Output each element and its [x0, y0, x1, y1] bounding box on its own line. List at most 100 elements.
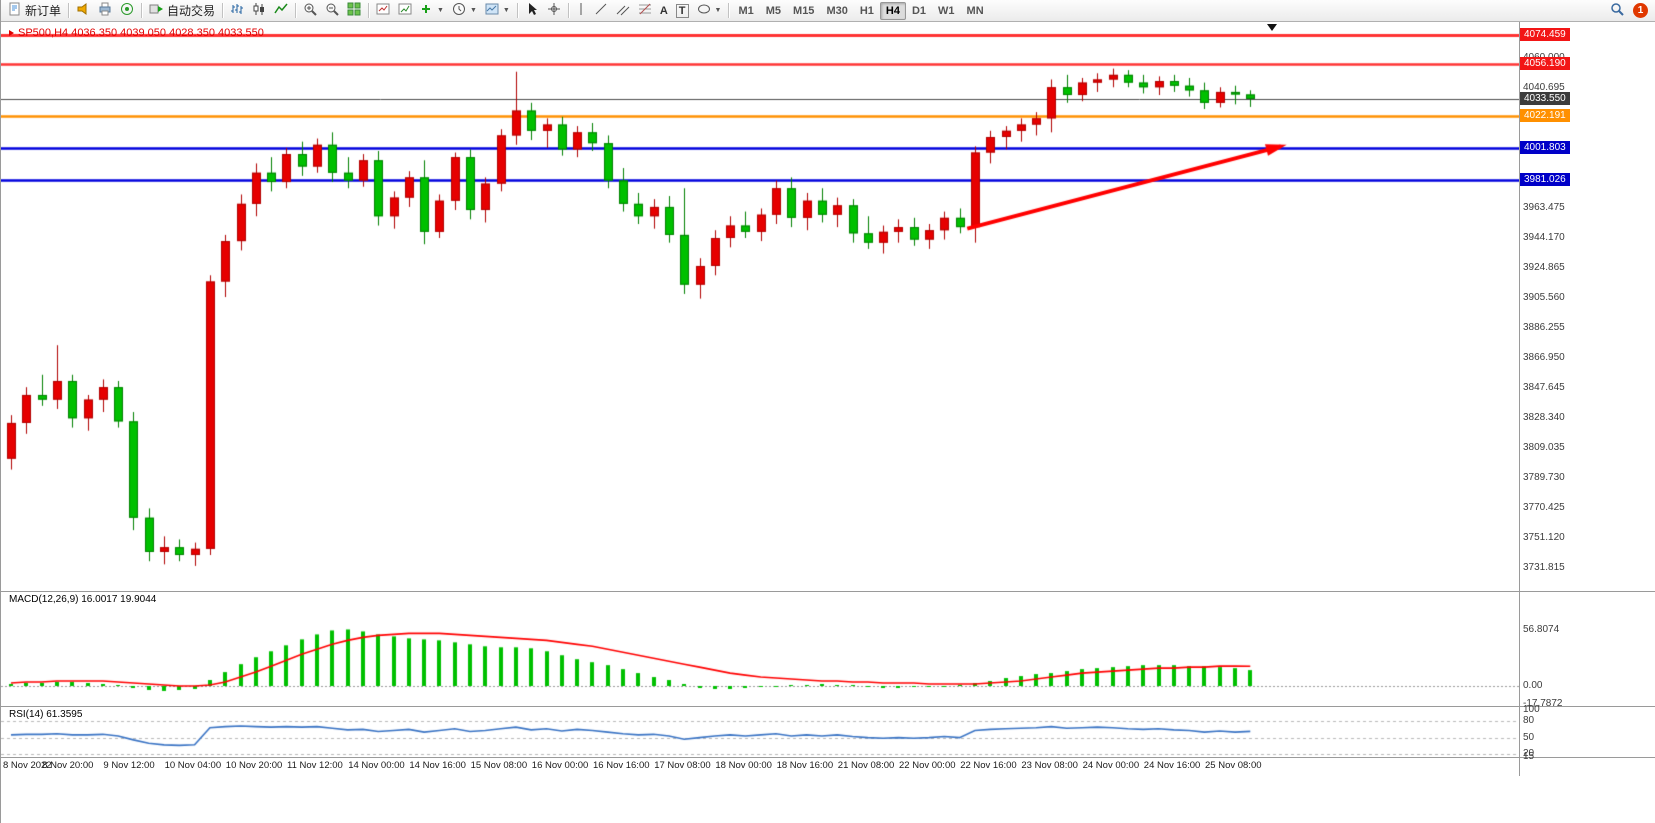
new-order-label: 新订单	[25, 4, 62, 18]
price-axis-label: 3905.560	[1523, 291, 1565, 303]
line-chart-mode-button[interactable]	[270, 1, 292, 20]
add-indicator-icon	[420, 2, 433, 19]
toolbar-separator	[222, 3, 224, 18]
toolbar-separator	[728, 3, 730, 18]
timeframe-button-w1[interactable]: W1	[938, 4, 955, 17]
price-line-tag: 4001.803	[1520, 141, 1570, 155]
price-axis-label: 3866.950	[1523, 351, 1565, 363]
crosshair-tool-button[interactable]	[543, 1, 565, 20]
time-axis-label: 25 Nov 08:00	[1205, 760, 1262, 771]
indicator-list-icon	[398, 2, 412, 19]
price-axis-label: 3789.730	[1523, 471, 1565, 483]
tile-windows-button[interactable]	[343, 1, 365, 20]
shapes-tool-button[interactable]: ▼	[693, 1, 726, 20]
market-watch-button[interactable]	[116, 1, 138, 20]
chevron-down-icon: ▼	[469, 7, 477, 14]
expert-advisor-icon	[149, 2, 164, 19]
cursor-tool-button[interactable]	[521, 1, 543, 20]
add-indicator-button[interactable]: ▼	[416, 1, 448, 20]
macd-axis-label: 56.8074	[1523, 623, 1560, 635]
printer-icon	[98, 2, 112, 19]
vertical-line-tool-button[interactable]	[572, 1, 590, 20]
chart-shift-marker-icon[interactable]	[1267, 24, 1277, 31]
shapes-icon	[697, 2, 711, 19]
timeframe-button-m1[interactable]: M1	[738, 4, 754, 17]
price-line-tag: 3981.026	[1520, 173, 1570, 187]
time-axis-label: 14 Nov 00:00	[348, 760, 405, 771]
toolbar-separator	[68, 3, 70, 18]
price-line-tag: 4033.550	[1520, 91, 1570, 105]
zoom-out-button[interactable]	[321, 1, 343, 20]
sound-button[interactable]	[72, 1, 94, 20]
bar-chart-mode-button[interactable]	[226, 1, 248, 20]
chevron-down-icon: ▼	[437, 7, 444, 14]
auto-trading-button[interactable]: 自动交易	[145, 1, 219, 20]
price-axis-label: 3963.475	[1523, 201, 1565, 213]
time-axis-label: 18 Nov 00:00	[715, 760, 772, 771]
price-axis-label: 3886.255	[1523, 321, 1565, 333]
rsi-axis-label: 15	[1523, 751, 1535, 762]
timeframe-button-m30[interactable]: M30	[826, 4, 848, 17]
timeframe-button-d1[interactable]: D1	[911, 4, 927, 17]
rsi-axis-label: 50	[1523, 731, 1535, 743]
template-menu-button[interactable]: ▼	[481, 1, 514, 20]
period-menu-button[interactable]: ▼	[448, 1, 481, 20]
text-tool-icon: A	[659, 4, 668, 17]
text-tool-button[interactable]: A	[656, 1, 672, 20]
indicators-button[interactable]	[372, 1, 394, 20]
indicator-list-button[interactable]	[394, 1, 416, 20]
chart-symbol-title: SP500,H4 4036.350 4039.050 4028.350 4033…	[9, 27, 264, 39]
label-tool-icon: T	[675, 3, 689, 18]
price-axis-label: 3731.815	[1523, 561, 1565, 573]
timeframe-button-h4[interactable]: H4	[879, 1, 906, 20]
toolbar-separator	[141, 3, 143, 18]
timeframe-button-h1[interactable]: H1	[859, 4, 874, 17]
price-chart-canvas[interactable]	[1, 22, 1519, 591]
candlestick-mode-button[interactable]	[248, 1, 270, 20]
panel-resize-handle[interactable]	[1, 706, 1655, 707]
macd-axis-label: -17.7872	[1523, 697, 1563, 709]
time-axis-label: 8 Nov 2022	[3, 760, 52, 771]
time-axis-label: 22 Nov 16:00	[960, 760, 1017, 771]
time-axis-label: 22 Nov 00:00	[899, 760, 956, 771]
search-button[interactable]	[1606, 1, 1628, 20]
search-icon	[1610, 2, 1624, 19]
chart-title-text: SP500,H4 4036.350 4039.050 4028.350 4033…	[18, 27, 264, 39]
time-axis-label: 10 Nov 20:00	[225, 760, 283, 771]
price-axis-label: 3828.340	[1523, 411, 1565, 423]
label-tool-button[interactable]: T	[672, 1, 693, 20]
timeframe-button-m15[interactable]: M15	[793, 4, 815, 17]
price-axis-border	[1519, 22, 1520, 776]
toolbar-right-group: 1	[1606, 1, 1653, 20]
time-axis-label: 21 Nov 08:00	[837, 760, 895, 771]
trendline-tool-button[interactable]	[590, 1, 612, 20]
print-button[interactable]	[94, 1, 116, 20]
channel-tool-button[interactable]	[612, 1, 634, 20]
panel-resize-handle[interactable]	[1, 591, 1655, 592]
time-axis-label: 8 Nov 20:00	[42, 760, 94, 771]
new-order-button[interactable]: 新订单	[4, 1, 65, 20]
toolbar-separator	[368, 3, 370, 18]
trendline-icon	[594, 2, 608, 19]
channel-icon	[616, 2, 630, 19]
timeframe-button-mn[interactable]: MN	[966, 4, 984, 17]
time-axis-label: 10 Nov 04:00	[164, 760, 222, 771]
line-chart-icon	[274, 2, 288, 19]
rsi-panel-canvas[interactable]	[1, 707, 1519, 757]
zoom-in-button[interactable]	[299, 1, 321, 20]
rsi-axis-label: 20	[1523, 748, 1535, 760]
time-axis-label: 11 Nov 12:00	[287, 760, 343, 771]
timeframe-button-m5[interactable]: M5	[765, 4, 782, 17]
rsi-indicator-label: RSI(14) 61.3595	[9, 709, 83, 720]
signal-icon	[120, 2, 134, 19]
zoom-out-icon	[325, 2, 339, 19]
time-axis-label: 24 Nov 16:00	[1143, 760, 1201, 771]
time-axis-label: 23 Nov 08:00	[1021, 760, 1078, 771]
fibonacci-tool-button[interactable]	[634, 1, 656, 20]
macd-panel-canvas[interactable]	[1, 592, 1519, 706]
notification-count: 1	[1637, 5, 1644, 16]
price-axis-label: 3944.170	[1523, 231, 1565, 243]
macd-indicator-label: MACD(12,26,9) 16.0017 19.9044	[9, 594, 157, 605]
notification-badge[interactable]: 1	[1633, 3, 1648, 18]
toolbar-separator	[516, 3, 518, 18]
